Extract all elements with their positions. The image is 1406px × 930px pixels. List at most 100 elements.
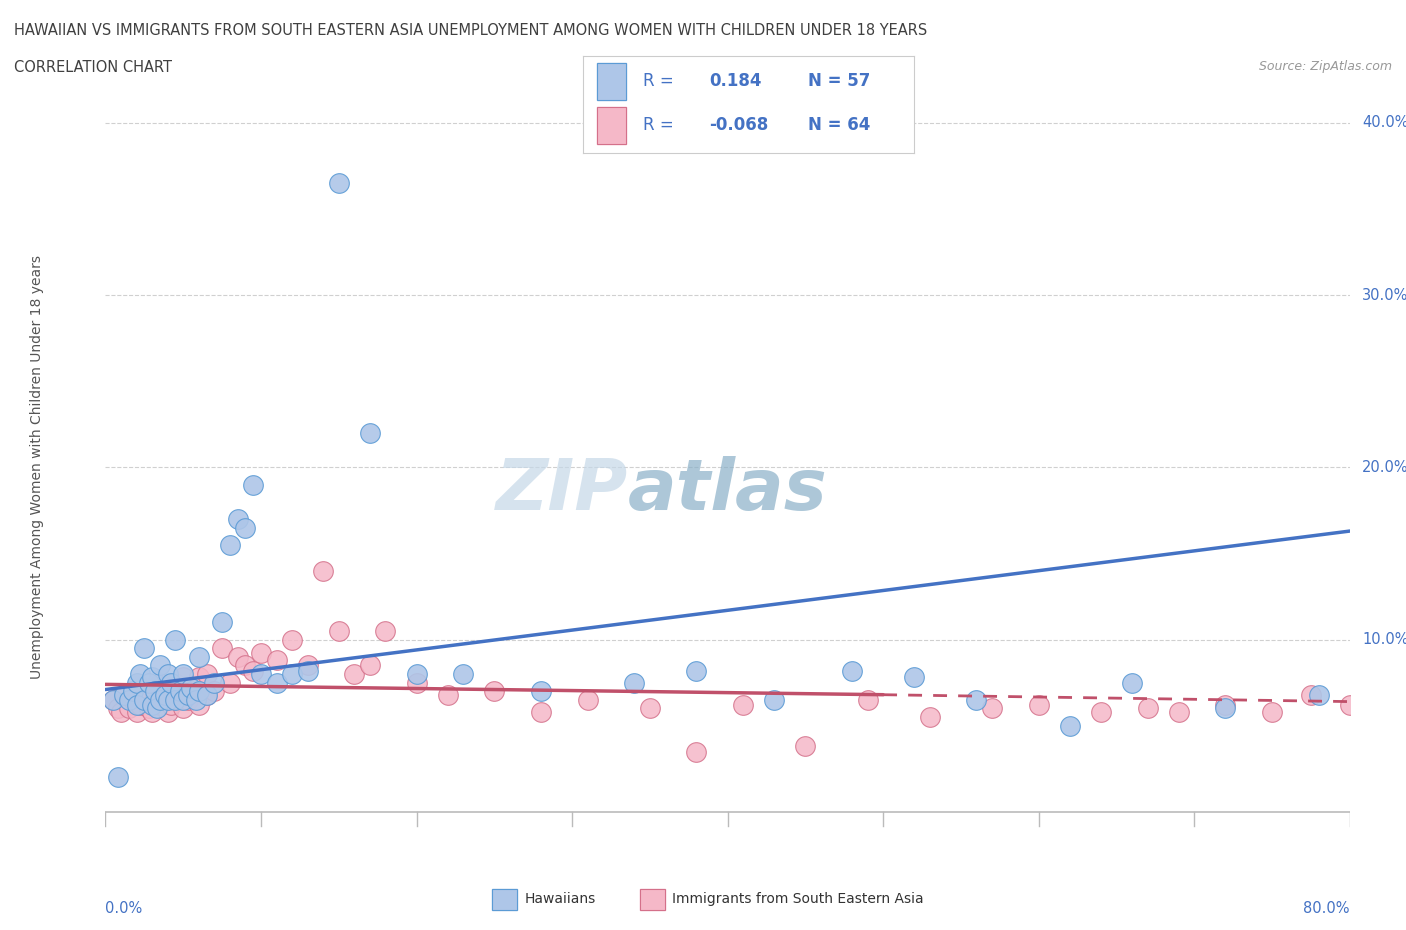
Point bbox=[138, 675, 160, 690]
Point bbox=[187, 649, 209, 664]
Point bbox=[226, 512, 249, 526]
Point bbox=[134, 681, 156, 696]
Point bbox=[1121, 675, 1143, 690]
Point bbox=[918, 710, 941, 724]
Point bbox=[343, 667, 366, 682]
Point bbox=[112, 687, 135, 702]
Point bbox=[328, 623, 350, 638]
Text: R =: R = bbox=[643, 73, 673, 90]
Point bbox=[177, 693, 200, 708]
Point bbox=[405, 667, 427, 682]
Point bbox=[184, 693, 207, 708]
Bar bbox=[596, 107, 627, 144]
Point bbox=[172, 667, 194, 682]
Point bbox=[242, 477, 264, 492]
Point bbox=[484, 684, 506, 698]
Point bbox=[149, 658, 172, 673]
Point bbox=[1090, 705, 1112, 720]
Text: ZIP: ZIP bbox=[496, 456, 628, 525]
Point bbox=[149, 675, 172, 690]
Point bbox=[405, 675, 427, 690]
Point bbox=[141, 705, 163, 720]
Point bbox=[266, 675, 288, 690]
Point bbox=[1261, 705, 1284, 720]
Point bbox=[122, 684, 145, 698]
Text: Hawaiians: Hawaiians bbox=[524, 892, 596, 907]
Point bbox=[143, 687, 166, 702]
Point bbox=[965, 693, 987, 708]
Point bbox=[143, 684, 166, 698]
Point bbox=[763, 693, 786, 708]
Point bbox=[118, 693, 141, 708]
Point bbox=[118, 701, 141, 716]
Point bbox=[169, 693, 191, 708]
Text: 30.0%: 30.0% bbox=[1362, 287, 1406, 302]
Point bbox=[122, 693, 145, 708]
Point bbox=[281, 632, 304, 647]
Point bbox=[149, 698, 172, 712]
Text: 10.0%: 10.0% bbox=[1362, 632, 1406, 647]
Point bbox=[156, 705, 179, 720]
Point bbox=[165, 693, 187, 708]
Text: R =: R = bbox=[643, 116, 673, 134]
Point bbox=[685, 744, 707, 759]
Point bbox=[134, 641, 156, 656]
Bar bbox=[596, 62, 627, 100]
Point bbox=[856, 693, 879, 708]
Point bbox=[134, 693, 156, 708]
Point bbox=[180, 684, 202, 698]
Text: HAWAIIAN VS IMMIGRANTS FROM SOUTH EASTERN ASIA UNEMPLOYMENT AMONG WOMEN WITH CHI: HAWAIIAN VS IMMIGRANTS FROM SOUTH EASTER… bbox=[14, 23, 928, 38]
Text: N = 64: N = 64 bbox=[808, 116, 870, 134]
Point bbox=[218, 675, 242, 690]
Point bbox=[146, 701, 169, 716]
Point bbox=[530, 684, 553, 698]
Point bbox=[156, 667, 179, 682]
Point bbox=[172, 670, 194, 684]
Text: Source: ZipAtlas.com: Source: ZipAtlas.com bbox=[1258, 60, 1392, 73]
Point bbox=[451, 667, 474, 682]
Point bbox=[156, 693, 179, 708]
Point bbox=[202, 675, 225, 690]
Point bbox=[250, 646, 273, 661]
Point bbox=[177, 687, 200, 702]
Point bbox=[1339, 698, 1361, 712]
Point bbox=[794, 739, 817, 754]
Point bbox=[125, 698, 148, 712]
Point bbox=[134, 693, 156, 708]
Point bbox=[128, 698, 150, 712]
Point bbox=[125, 705, 148, 720]
Point bbox=[266, 653, 288, 668]
Point bbox=[165, 632, 187, 647]
Point bbox=[187, 670, 209, 684]
Point bbox=[1215, 701, 1237, 716]
Text: atlas: atlas bbox=[628, 456, 828, 525]
Bar bbox=[596, 107, 627, 144]
Point bbox=[211, 615, 233, 630]
Point bbox=[281, 667, 304, 682]
Point bbox=[297, 658, 319, 673]
Point bbox=[312, 564, 335, 578]
Point bbox=[172, 701, 194, 716]
Point bbox=[374, 623, 396, 638]
Point bbox=[981, 701, 1004, 716]
Point bbox=[159, 675, 181, 690]
Point bbox=[903, 670, 925, 684]
Point bbox=[1215, 698, 1237, 712]
Point bbox=[138, 701, 160, 716]
Point bbox=[128, 667, 150, 682]
Text: 40.0%: 40.0% bbox=[1362, 115, 1406, 130]
Point bbox=[436, 687, 458, 702]
Point bbox=[195, 687, 218, 702]
Point bbox=[623, 675, 645, 690]
Point bbox=[218, 538, 242, 552]
Point bbox=[141, 670, 163, 684]
Point bbox=[195, 667, 218, 682]
Text: 80.0%: 80.0% bbox=[1303, 901, 1350, 916]
Point bbox=[638, 701, 661, 716]
Point bbox=[156, 687, 179, 702]
Point bbox=[165, 675, 187, 690]
Point bbox=[153, 693, 176, 708]
Point bbox=[195, 687, 218, 702]
Point bbox=[187, 698, 209, 712]
Point bbox=[211, 641, 233, 656]
